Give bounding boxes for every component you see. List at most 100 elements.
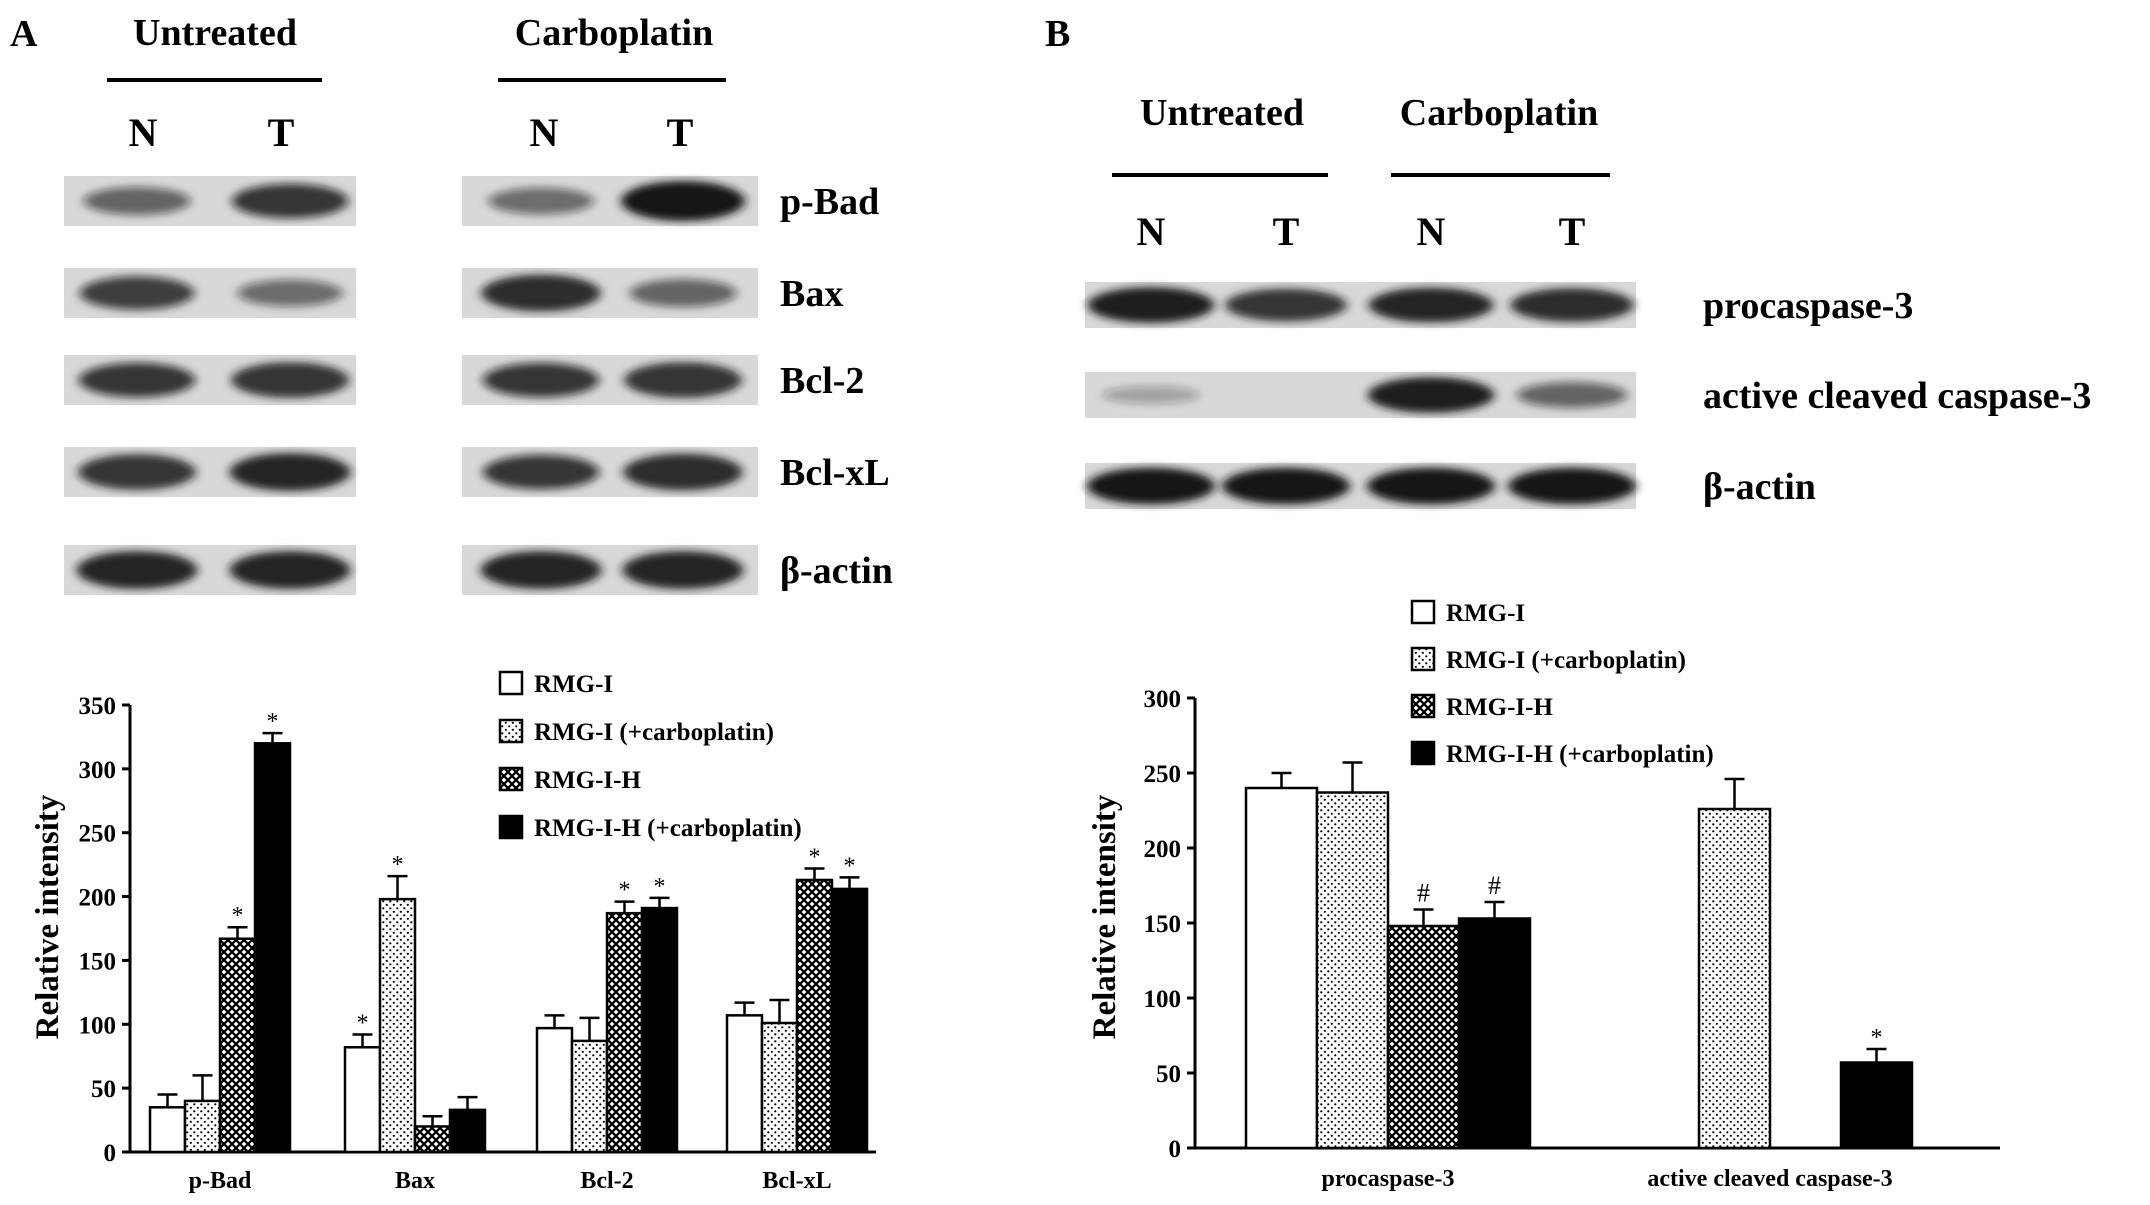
panel-a-significance-mark: * — [392, 852, 404, 878]
panel-a-significance-mark: * — [809, 844, 821, 870]
panel-a-blot-band — [78, 454, 196, 490]
panel-a-legend-swatch-rmg-i-h — [498, 766, 524, 792]
panel-a-blot-row-p-bad: p-Bad — [64, 176, 879, 226]
panel-b-legend-swatch-rmg-i-h-carboplatin — [1410, 740, 1436, 766]
panel-a-axes: 0 50 100 150 200 250 300 350 p-Bad Bax Bcl-2 Bcl-xL — [79, 693, 876, 1194]
panel-a-bar-rmg-i-h-carboplatin-p-bad — [253, 742, 292, 1154]
panel-a-legend-swatch-rmg-i — [498, 670, 524, 696]
panel-b-y-tick-label: 50 — [1156, 1061, 1181, 1088]
panel-a-significance-mark: * — [267, 709, 279, 735]
panel-a-y-tick-label: 300 — [79, 757, 117, 784]
panel-b-bar-rmg-i-carboplatin-active-cleaved-caspase-3 — [1697, 807, 1772, 1150]
panel-b-bar-rmg-i-carboplatin-procaspase-3 — [1315, 791, 1390, 1150]
panel-a-y-axis-label: Relative intensity — [30, 794, 66, 1039]
panel-b-blot-strips: procaspase-3 active cleaved caspase-3 β-ac… — [1085, 282, 2091, 509]
panel-a-group-label-carboplatin: Carboplatin — [515, 12, 713, 54]
panel-a-bar-rmg-i-h-carboplatin-bax — [448, 1108, 487, 1154]
panel-a-significance-mark: * — [232, 903, 244, 929]
panel-b-category-label: active cleaved caspase-3 — [1647, 1166, 1892, 1192]
panel-a-blot-band — [621, 181, 745, 221]
panel-b-blot-band — [1222, 467, 1350, 505]
panel-a-y-tick-label: 0 — [104, 1140, 117, 1167]
panel-a-blot-band — [481, 274, 601, 312]
panel-b-bars: # # * — [1244, 761, 1914, 1150]
panel-a-blot-band — [229, 453, 351, 491]
panel-a-legend: RMG-I RMG-I (+carboplatin) RMG-I-H RMG-I-H … — [498, 670, 802, 842]
panel-a-y-tick-label: 50 — [91, 1076, 116, 1103]
panel-b-legend-swatch-rmg-i-carboplatin — [1410, 646, 1436, 672]
panel-a-blot-row-bcl-xl: Bcl-xL — [64, 447, 890, 497]
panel-b-lane-label-3: N — [1417, 209, 1446, 254]
panel-b-legend-swatch-rmg-i — [1410, 599, 1436, 625]
panel-a-category-label: Bcl-2 — [580, 1168, 633, 1194]
panel-b-bar-rmg-i-h-procaspase-3 — [1386, 924, 1461, 1150]
panel-a-blot-band — [229, 551, 351, 589]
panel-a-blot-band — [623, 453, 743, 491]
panel-b-legend-label: RMG-I (+carboplatin) — [1446, 647, 1686, 674]
panel-a-lane-label-1: N — [129, 110, 158, 155]
panel-b-legend: RMG-I RMG-I (+carboplatin) RMG-I-H RMG-I-H … — [1410, 599, 1714, 768]
panel-b-group-label-untreated: Untreated — [1140, 92, 1304, 134]
panel-a-blot-band — [482, 454, 600, 490]
panel-a-bar-rmg-i-h-p-bad — [218, 937, 257, 1154]
panel-b-blot-band — [1102, 386, 1200, 404]
panel-a-blot-band — [488, 187, 594, 215]
panel-a-bar-rmg-i-carboplatin-bcl-xl — [760, 1021, 799, 1154]
panel-a-significance-mark: * — [357, 1011, 369, 1037]
panel-b-blot-band — [1367, 377, 1495, 413]
panel-b-significance-mark: * — [1871, 1025, 1883, 1051]
panel-a-blot-band — [480, 551, 602, 589]
panel-a-blot-band — [78, 362, 196, 398]
panel-a: A Untreated Carboplatin N T N T p-Bad Bax… — [10, 12, 893, 1194]
panel-b-blot-row-label: procaspase-3 — [1703, 285, 1913, 327]
panel-a-significance-mark: * — [619, 878, 631, 904]
panel-b-blot-band — [1516, 382, 1628, 408]
panel-a-bar-rmg-i-bcl-xl — [725, 1014, 764, 1154]
panel-b-bar-rmg-i-h-carboplatin-active-cleaved-caspase-3 — [1839, 1061, 1914, 1150]
panel-a-legend-swatch-rmg-i-carboplatin — [498, 718, 524, 744]
panel-a-bar-rmg-i-carboplatin-bax — [378, 897, 417, 1154]
panel-b-blot-band — [1225, 288, 1347, 322]
panel-b-blot-band — [1510, 288, 1634, 322]
panel-a-y-tick-label: 200 — [79, 885, 117, 912]
panel-b-blot-row-label: β-actin — [1703, 466, 1816, 508]
panel-b-y-tick-label: 300 — [1144, 686, 1182, 713]
panel-a-blot-row-bcl-2: Bcl-2 — [64, 355, 864, 405]
panel-b-blot-row-active-cleaved-caspase-3: active cleaved caspase-3 — [1085, 372, 2091, 418]
panel-a-legend-label: RMG-I-H — [534, 767, 641, 794]
panel-a-bar-rmg-i-h-carboplatin-bcl-2 — [640, 906, 679, 1154]
panel-b-y-tick-label: 0 — [1169, 1136, 1182, 1163]
panel-b-blot-band — [1087, 287, 1215, 323]
panel-a-bar-rmg-i-h-bcl-xl — [795, 878, 834, 1154]
panel-a-blot-band — [482, 362, 600, 398]
panel-a-blot-row-label: Bax — [780, 273, 843, 315]
panel-b-bar-rmg-i-h-carboplatin-procaspase-3 — [1457, 917, 1532, 1150]
panel-a-legend-label: RMG-I (+carboplatin) — [534, 719, 774, 746]
panel-a-blot-row-label: Bcl-xL — [780, 452, 890, 494]
panel-a-bar-rmg-i-h-carboplatin-bcl-xl — [830, 887, 869, 1154]
panel-b-significance-mark: # — [1417, 879, 1430, 908]
panel-a-blot-row-bax: Bax — [64, 268, 843, 318]
panel-a-y-tick-label: 250 — [79, 821, 117, 848]
panel-a-category-label: Bcl-xL — [762, 1168, 831, 1194]
panel-a-blot-band — [79, 276, 195, 310]
panel-b-bar-rmg-i-procaspase-3 — [1244, 786, 1319, 1150]
panel-b-y-tick-label: 200 — [1144, 836, 1182, 863]
panel-a-blot-row-actin: β-actin — [64, 545, 893, 595]
panel-a-bar-rmg-i-carboplatin-p-bad — [183, 1099, 222, 1154]
panel-a-bars: * * * * * * * * — [148, 709, 869, 1154]
panel-a-bar-rmg-i-p-bad — [148, 1106, 187, 1154]
panel-a-blot-band — [231, 183, 349, 219]
panel-b-blot-row-label: active cleaved caspase-3 — [1703, 375, 2091, 417]
panel-a-significance-mark: * — [844, 853, 856, 879]
panel-a-blot-band — [622, 551, 744, 589]
panel-b-blot-band — [1087, 467, 1215, 505]
panel-b-y-tick-label: 150 — [1144, 911, 1182, 938]
panel-a-blot-band — [624, 362, 742, 398]
panel-a-blot-band — [83, 187, 191, 215]
panel-b-lane-label-2: T — [1273, 209, 1300, 254]
panel-b-blot-band — [1368, 287, 1494, 323]
panel-a-blot-band — [76, 551, 198, 589]
panel-b-blot-band — [1508, 467, 1636, 505]
